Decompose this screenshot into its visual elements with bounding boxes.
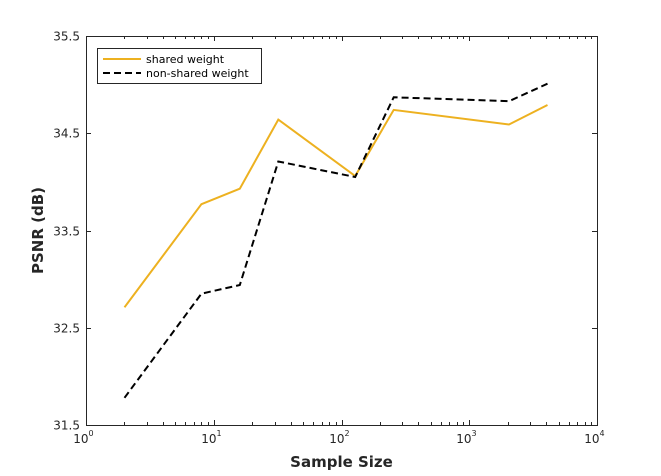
x-tick-exponent: 1 <box>217 429 222 438</box>
plot-area <box>86 36 597 425</box>
legend-label-shared-weight: shared weight <box>146 53 225 66</box>
y-axis-title: PSNR (dB) <box>29 187 47 274</box>
x-axis-title: Sample Size <box>290 453 393 471</box>
legend-label-non-shared-weight: non-shared weight <box>146 67 249 80</box>
y-tick-label: 34.5 <box>53 127 80 141</box>
x-tick-exponent: 2 <box>345 429 350 438</box>
x-tick-label: 10 <box>456 432 471 446</box>
legend-box <box>97 48 262 84</box>
x-tick-label: 10 <box>73 432 88 446</box>
x-tick-exponent: 0 <box>89 429 94 438</box>
y-tick-label: 32.5 <box>53 322 80 336</box>
y-tick-label: 33.5 <box>53 225 80 239</box>
x-tick-exponent: 3 <box>472 429 477 438</box>
series-layer <box>123 82 548 399</box>
legend: shared weight non-shared weight <box>97 48 262 84</box>
x-tick-label: 10 <box>201 432 216 446</box>
y-tick-label: 35.5 <box>53 30 80 44</box>
series-line-non-shared-weight <box>123 82 548 399</box>
x-tick-exponent: 4 <box>600 429 605 438</box>
axes-box <box>86 36 598 426</box>
y-tick-label: 31.5 <box>53 419 80 433</box>
x-tick-label: 10 <box>584 432 599 446</box>
series-line-shared-weight <box>123 104 548 308</box>
x-tick-label: 10 <box>329 432 344 446</box>
tick-label-layer: 10 0 10 1 10 2 10 3 10 431.532.533.534.535.5 <box>53 30 604 447</box>
